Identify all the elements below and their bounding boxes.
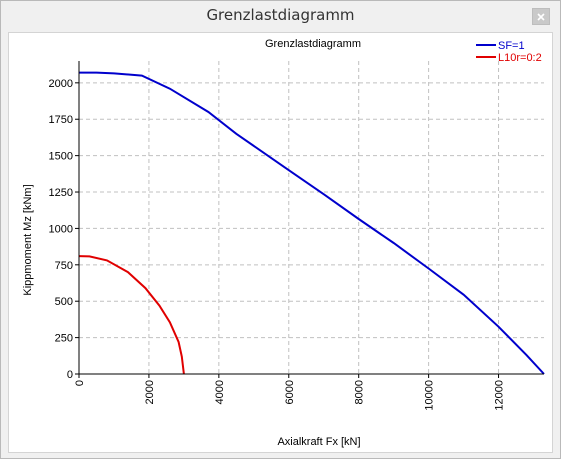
x-tick-label: 10000 [424,380,436,411]
x-tick-label: 0 [74,380,86,386]
legend-label: L10r=0:2 [498,52,542,64]
y-tick-label: 1500 [49,151,73,163]
grid-lines [79,61,544,374]
chart-panel: 0 250 500 750 1000 1250 1500 1750 2000 0 2000 4000 6… [8,32,553,453]
y-tick-label: 2000 [49,78,73,90]
x-axis-label: Axialkraft Fx [kN] [277,436,360,448]
tick-labels: 0 250 500 750 1000 1250 1500 1750 2000 0 2000 4000 6… [49,78,506,411]
y-tick-label: 0 [67,369,73,381]
series-line-1 [79,71,545,375]
y-tick-label: 750 [55,260,73,272]
x-tick-label: 2000 [144,380,156,404]
window-title: Grenzlastdiagramm [206,6,355,24]
series-line-2 [78,255,185,375]
close-icon [537,12,545,21]
y-tick-label: 1750 [49,114,73,126]
y-tick-label: 1250 [49,187,73,199]
close-button[interactable] [532,8,550,25]
title-bar[interactable]: Grenzlastdiagramm [1,1,560,31]
chart-title: Grenzlastdiagramm [265,38,361,50]
x-tick-label: 6000 [284,380,296,404]
legend-label: SF=1 [498,40,525,52]
x-tick-label: 12000 [494,380,506,411]
series-layer [78,71,545,375]
y-tick-label: 1000 [49,223,73,235]
x-tick-label: 8000 [354,380,366,404]
x-tick-label: 4000 [214,380,226,404]
limit-load-chart: 0 250 500 750 1000 1250 1500 1750 2000 0 2000 4000 6… [22,38,545,448]
y-tick-label: 250 [55,333,73,345]
axes [75,61,544,378]
y-axis-label: Kippmoment Mz [kNm] [22,184,34,295]
y-tick-label: 500 [55,296,73,308]
